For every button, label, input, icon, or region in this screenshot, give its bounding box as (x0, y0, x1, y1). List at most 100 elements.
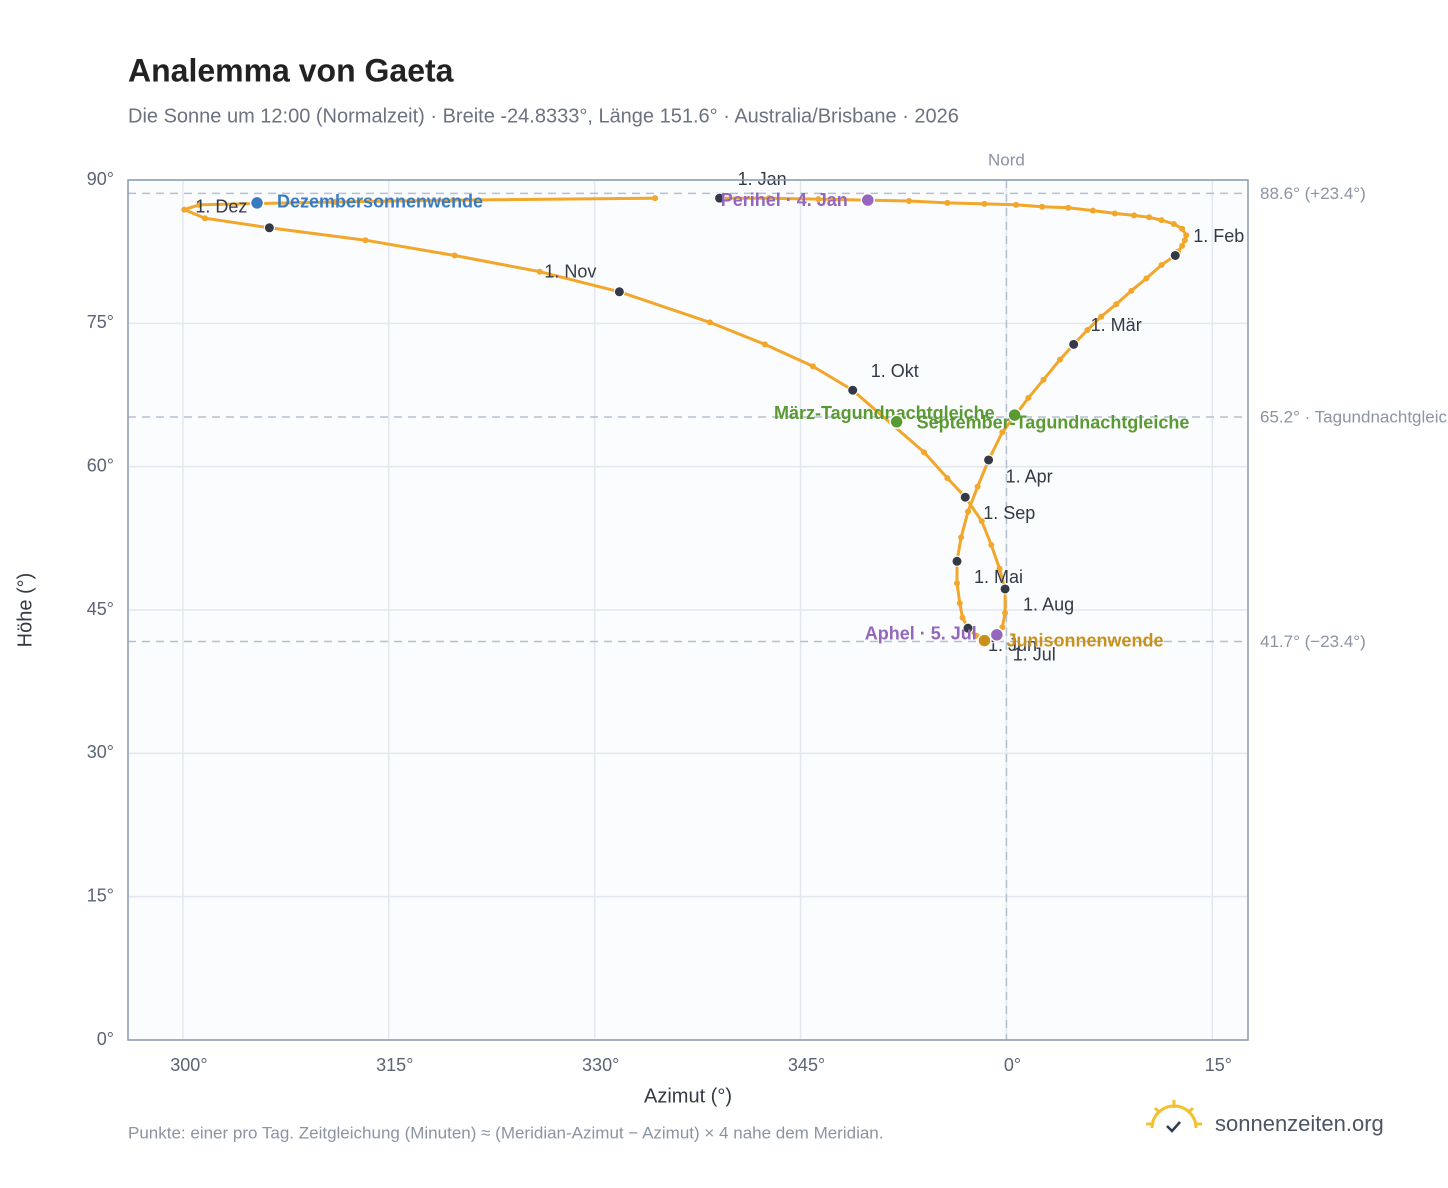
event-point (249, 195, 265, 211)
daily-point (1146, 214, 1153, 221)
y-tick-label: 45° (87, 599, 114, 619)
event-label: Aphel · 5. Jul (865, 624, 977, 644)
month-label: 1. Mai (974, 567, 1023, 587)
daily-point (536, 268, 543, 275)
x-tick-label: 315° (376, 1055, 413, 1075)
daily-point (996, 565, 1003, 572)
month-label: 1. Aug (1023, 595, 1074, 615)
daily-point (905, 198, 912, 205)
chart-subtitle: Die Sonne um 12:00 (Normalzeit) · Breite… (128, 105, 959, 127)
daily-point (921, 449, 928, 456)
x-tick-label: 15° (1205, 1055, 1232, 1075)
footnote: Punkte: einer pro Tag. Zeitgleichung (Mi… (128, 1123, 884, 1142)
brand-logo (1146, 1100, 1202, 1133)
month-point (847, 384, 859, 396)
event-point (860, 192, 876, 208)
daily-point (944, 475, 951, 482)
daily-point (181, 206, 188, 213)
daily-point (1002, 609, 1009, 616)
daily-point (1040, 376, 1047, 383)
daily-point (362, 237, 369, 244)
month-label: 1. Okt (871, 361, 919, 381)
x-tick-label: 0° (1004, 1055, 1021, 1075)
grid (128, 179, 1248, 1041)
brand: sonnenzeiten.org (1215, 1111, 1384, 1136)
month-point (962, 622, 974, 634)
x-tick-label: 345° (788, 1055, 825, 1075)
month-label: 1. Nov (544, 262, 596, 282)
reference-label: 41.7° (−23.4°) (1260, 632, 1366, 651)
month-point (714, 192, 726, 204)
daily-point (958, 534, 965, 541)
daily-point (1179, 225, 1186, 232)
daily-point (973, 632, 980, 639)
daily-point (765, 195, 772, 202)
event-label: Perihel · 4. Jan (721, 190, 848, 210)
event-point (989, 627, 1005, 643)
daily-point (652, 195, 659, 202)
plot-border (127, 179, 1249, 1041)
daily-point (450, 197, 457, 204)
meridian-label: Nord (988, 150, 1025, 169)
daily-point (809, 363, 816, 370)
month-point (263, 222, 275, 234)
x-axis-title: Azimut (°) (644, 1085, 732, 1107)
month-label: 1. Apr (1006, 467, 1053, 487)
daily-point (944, 199, 951, 206)
month-point (959, 491, 971, 503)
daily-point (196, 201, 203, 208)
month-label: 1. Feb (1193, 226, 1244, 246)
month-point (983, 454, 995, 466)
y-tick-label: 75° (87, 312, 114, 332)
daily-point (761, 341, 768, 348)
daily-point (1056, 356, 1063, 363)
daily-point (1084, 327, 1091, 334)
y-axis-title: Höhe (°) (14, 573, 36, 648)
chart-title: Analemma von Gaeta (128, 52, 454, 88)
reference-label: 65.2° · Tagundnachtgleiche (1260, 407, 1448, 426)
month-label: 1. Dez (195, 197, 247, 217)
month-point (1068, 338, 1080, 350)
daily-point (1098, 313, 1105, 320)
event-point (889, 414, 904, 430)
event-point (1007, 407, 1022, 423)
daily-point (1179, 242, 1186, 249)
x-tick-label: 300° (170, 1055, 207, 1075)
daily-point (959, 614, 966, 621)
daily-point (1013, 201, 1020, 208)
event-label: März-Tagundnachtgleiche (774, 403, 995, 423)
reference-label: 88.6° (+23.4°) (1260, 184, 1366, 203)
daily-point (1158, 217, 1165, 224)
event-label: Junisonnenwende (1006, 630, 1163, 650)
daily-point (1131, 212, 1138, 219)
event-point (977, 633, 992, 648)
y-tick-label: 30° (87, 742, 114, 762)
month-point (613, 286, 625, 298)
daily-point (974, 483, 981, 490)
event-label: September-Tagundnachtgleiche (917, 413, 1190, 433)
month-label: 1. Jan (738, 169, 787, 189)
daily-point (978, 518, 985, 525)
month-point (999, 583, 1011, 595)
daily-point (201, 215, 208, 222)
daily-point (1181, 237, 1188, 244)
daily-point (451, 252, 458, 259)
daily-point (965, 508, 971, 515)
daily-point (1065, 204, 1072, 211)
month-label: 1. Sep (983, 503, 1035, 523)
daily-point (1183, 232, 1190, 239)
daily-point (1113, 301, 1120, 308)
daily-point (999, 429, 1006, 436)
y-tick-label: 60° (87, 455, 114, 475)
daily-point (1170, 220, 1177, 227)
y-tick-label: 90° (87, 169, 114, 189)
month-point (951, 555, 963, 567)
daily-point (956, 600, 963, 607)
daily-point (332, 198, 339, 205)
daily-point (706, 319, 713, 326)
x-tick-label: 330° (582, 1055, 619, 1075)
daily-point (1089, 207, 1096, 214)
daily-point (981, 200, 988, 207)
